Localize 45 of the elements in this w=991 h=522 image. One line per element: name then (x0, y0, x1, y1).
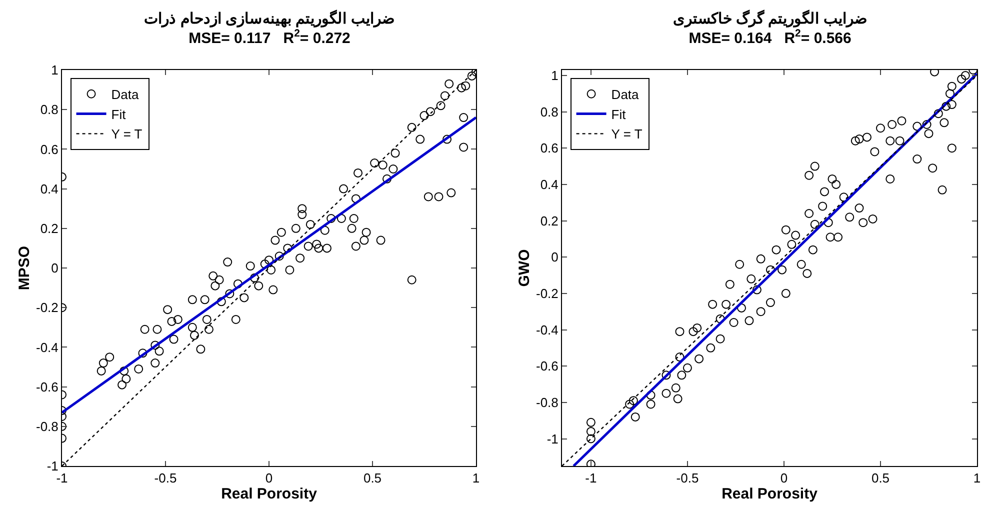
chart-title: ضرایب الگوریتم بهینه‌سازی ازدحام ذرات (144, 9, 395, 28)
y-tick-label: -1 (46, 458, 58, 474)
x-tick-label: 0.5 (363, 470, 382, 486)
y-tick-label: 0.8 (540, 104, 558, 120)
y-axis-title: MPSO (16, 246, 34, 290)
chart-title: ضرایب الگوریتم گرگ خاکستری (672, 9, 868, 28)
y-tick-label: 1 (51, 62, 58, 78)
x-axis-title: Real Porosity (722, 486, 818, 503)
legend-label: Data (111, 86, 140, 102)
y-tick-label: -0.8 (536, 394, 558, 410)
y-tick-label: 0.2 (40, 220, 58, 236)
x-axis-title: Real Porosity (221, 486, 318, 503)
y-tick-label: 0.6 (540, 140, 558, 156)
y-tick-label: 0 (551, 250, 558, 265)
y-tick-label: -0.2 (536, 286, 558, 301)
y-tick-label: 0.6 (40, 142, 58, 157)
y-tick-label: 0.4 (40, 181, 58, 196)
y-tick-label: 1 (551, 68, 558, 83)
y-tick-label: -0.4 (36, 340, 58, 355)
legend-label: Y = T (611, 126, 642, 142)
x-tick-label: 0 (780, 470, 788, 486)
y-tick-label: 0.8 (40, 102, 58, 118)
y-axis-title: GWO (516, 248, 534, 287)
y-tick-label: 0 (51, 260, 58, 276)
y-tick-label: -1 (546, 431, 558, 446)
x-tick-label: 1 (973, 470, 981, 486)
y-tick-label: 0.2 (540, 213, 558, 228)
legend-label: Y = T (111, 126, 142, 142)
y-tick-label: -0.8 (36, 418, 58, 434)
legend-label: Data (611, 86, 640, 102)
legend-label: Fit (611, 106, 626, 122)
y-tick-label: 0.4 (540, 176, 558, 192)
y-tick-label: -0.6 (36, 379, 58, 394)
y-tick-label: -0.4 (536, 322, 558, 338)
x-tick-label: 0 (265, 470, 273, 486)
x-tick-label: 0.5 (871, 470, 890, 486)
chart-subtitle: MSE= 0.117 R$^{2}$= 0.272 (188, 28, 350, 47)
legend-label: Fit (111, 106, 126, 122)
chart-subtitle: MSE= 0.164 R$^{2}$= 0.566 (688, 28, 852, 47)
x-tick-label: 1 (472, 470, 480, 486)
x-tick-label: -0.5 (154, 470, 177, 486)
y-tick-label: -0.6 (536, 358, 558, 374)
x-tick-label: -0.5 (676, 470, 699, 486)
x-tick-label: -1 (585, 470, 597, 486)
y-tick-label: -0.2 (36, 300, 58, 316)
